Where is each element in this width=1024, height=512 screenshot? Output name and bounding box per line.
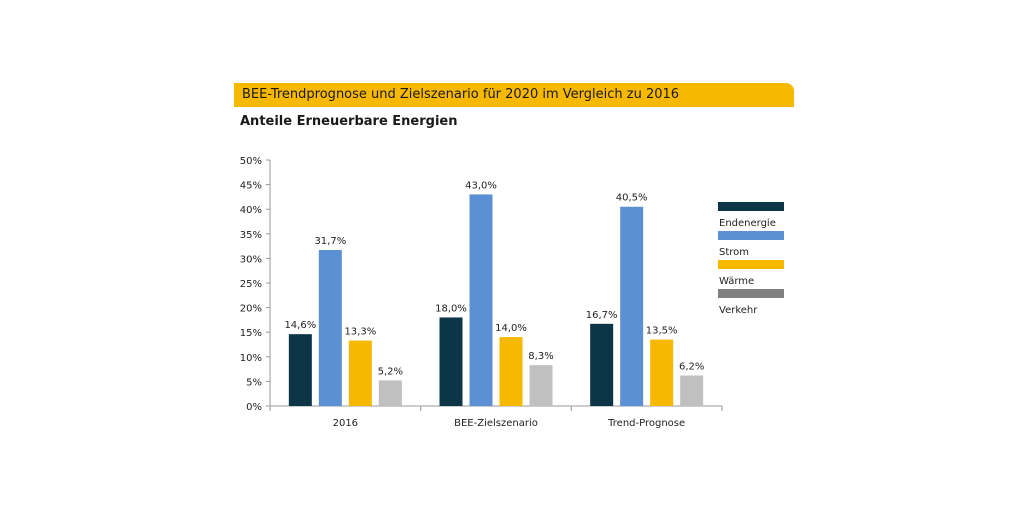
bar [378,380,402,406]
y-tick-label: 45% [240,181,262,192]
data-label: 6,2% [679,361,704,372]
y-tick-label: 15% [240,328,262,339]
legend-swatch [718,202,784,211]
bar [439,317,463,406]
bar [650,339,674,406]
x-tick-label: 2016 [333,418,358,429]
y-tick-label: 0% [246,402,262,413]
y-tick-label: 25% [240,279,262,290]
data-label: 43,0% [465,180,497,191]
data-label: 14,0% [495,323,527,334]
legend-label: Wärme [719,276,754,287]
y-tick-label: 30% [240,254,262,265]
bar [680,375,704,406]
y-tick-label: 5% [246,377,262,388]
data-label: 18,0% [435,303,467,314]
data-label: 5,2% [378,366,403,377]
bar [469,194,493,406]
legend-swatch [718,231,784,240]
x-tick-label: Trend-Prognose [607,418,685,429]
y-tick-label: 40% [240,205,262,216]
title-bar: BEE-Trendprognose und Zielszenario für 2… [234,83,794,107]
bar [318,250,342,406]
data-label: 40,5% [616,193,648,204]
data-label: 16,7% [586,310,618,321]
legend-swatch [718,289,784,298]
legend-label: Endenergie [719,218,776,229]
data-label: 14,6% [284,320,316,331]
legend-swatch [718,260,784,269]
legend-label: Verkehr [719,305,758,316]
x-tick-label: BEE-Zielszenario [454,418,538,429]
y-tick-label: 50% [240,156,262,167]
bar [288,334,312,406]
data-label: 31,7% [314,236,346,247]
data-label: 13,5% [646,326,678,337]
y-tick-label: 35% [240,230,262,241]
bar [529,365,553,406]
data-label: 8,3% [528,351,553,362]
data-label: 13,3% [344,327,376,338]
chart-title: BEE-Trendprognose und Zielszenario für 2… [242,87,680,102]
bar [620,206,644,406]
y-tick-label: 10% [240,353,262,364]
legend-label: Strom [719,247,749,258]
bar [348,340,372,406]
chart-subtitle: Anteile Erneuerbare Energien [240,114,458,129]
bar [499,337,523,406]
bar [590,323,614,406]
y-tick-label: 20% [240,304,262,315]
